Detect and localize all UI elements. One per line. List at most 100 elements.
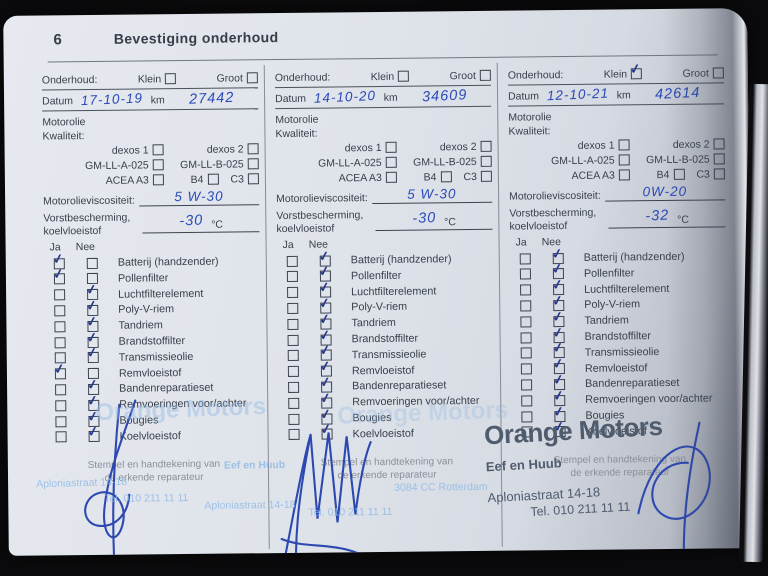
checklist-item-label: Batterij (handzender) — [583, 250, 685, 264]
ja-checkbox — [55, 431, 67, 443]
checkmark-icon: ✓ — [318, 357, 333, 375]
checkmark-icon: ✓ — [318, 389, 333, 407]
checkmark-icon: ✓ — [85, 344, 99, 362]
groot-label: Groot — [449, 69, 476, 82]
gm-b-checkbox — [480, 155, 492, 167]
checkmark-icon: ✓ — [318, 373, 333, 391]
checkmark-icon: ✓ — [317, 263, 332, 280]
gm-a-checkbox — [385, 156, 397, 168]
checkmark-icon: ✓ — [51, 265, 66, 283]
checkmark-icon: ✓ — [51, 250, 65, 267]
acea-label: ACEA A3 — [105, 173, 149, 187]
b4-label: B4 — [423, 170, 437, 184]
ja-checkbox — [519, 268, 531, 280]
checklist-item-label: Koelvloeistof — [352, 427, 414, 441]
dexos2-checkbox — [713, 138, 725, 150]
coolant-row: Vorstbescherming, koelvloeistof -30 °C — [43, 210, 260, 238]
ja-checkbox — [287, 334, 299, 346]
nee-checkbox: ✓ — [552, 419, 566, 438]
checkmark-icon: ✓ — [551, 339, 565, 357]
b4-checkbox — [673, 168, 685, 180]
ja-checkbox — [520, 363, 532, 375]
coolant-label: Vorstbescherming, koelvloeistof — [43, 211, 131, 238]
checkmark-icon: ✓ — [85, 391, 100, 409]
coolant-label: Vorstbescherming, koelvloeistof — [276, 209, 364, 235]
viscosity-row: Motorolieviscositeit: 0W-20 — [509, 183, 726, 203]
viscosity-value: 0W-20 — [642, 183, 688, 200]
checklist-item-label: Poly-V-riem — [118, 303, 175, 317]
gm-a-label: GM-LL-A-025 — [318, 156, 382, 170]
ja-checkbox — [287, 302, 299, 314]
page-title: Bevestiging onderhoud — [113, 29, 279, 47]
motorolie-label: Motorolie — [275, 113, 319, 127]
coolant-temp-value: -30 — [178, 212, 204, 230]
viscosity-row: Motorolieviscositeit: 5 W-30 — [43, 188, 260, 208]
checkmark-icon: ✓ — [550, 292, 565, 309]
gm-b-label: GM-LL-B-025 — [646, 153, 710, 166]
nee-checkbox: ✓ — [85, 344, 99, 364]
ja-checkbox — [55, 384, 67, 396]
checklist-item-label: Transmissieolie — [351, 348, 427, 362]
datum-value: 17-10-19 — [80, 90, 144, 109]
onderhoud-row: Onderhoud: Klein ✓ Groot — [507, 60, 724, 86]
checklist-item-label: Remvoeringen voor/achter — [352, 395, 480, 409]
c3-label: C3 — [463, 170, 477, 183]
ja-checkbox — [288, 429, 300, 441]
checkmark-icon: ✓ — [317, 278, 332, 296]
checklist-item-label: Brandstoffilter — [351, 332, 419, 346]
checklist-item-label: Remvloeistof — [351, 364, 415, 377]
acea-checkbox — [618, 169, 630, 181]
gm-b-checkbox — [713, 153, 725, 165]
viscosity-label: Motorolieviscositeit: — [276, 192, 368, 206]
ja-checkbox — [287, 350, 299, 362]
dexos1-checkbox — [618, 139, 630, 151]
checklist-item-label: Transmissieolie — [118, 350, 194, 364]
b4-checkbox — [207, 173, 219, 185]
ja-checkbox: ✓ — [52, 266, 65, 285]
c3-checkbox — [480, 170, 492, 182]
booklet-page: 6 Bevestiging onderhoud Onderhoud: Klein… — [3, 8, 753, 556]
b4-label: B4 — [190, 173, 204, 186]
ja-checkbox — [55, 415, 67, 427]
service-record-1: Onderhoud: Klein ✓ Groot Datum 17-10-19 … — [40, 65, 269, 556]
stamp-signature-note: Stempel en handtekening van de erkende re… — [320, 455, 454, 482]
dexos1-checkbox — [385, 141, 397, 153]
ja-checkbox — [520, 331, 532, 344]
acea-checkbox — [385, 171, 397, 183]
checklist-item-label: Tandriem — [584, 314, 629, 328]
coolant-row: Vorstbescherming, koelvloeistof -30 °C — [276, 208, 493, 235]
km-label: km — [383, 91, 398, 104]
kwaliteit-label: Kwaliteit: — [275, 127, 318, 141]
onderhoud-label: Onderhoud: — [41, 73, 98, 87]
checklist: ✓ Batterij (handzender) ✓ Pollenfilter ✓ Luch… — [277, 247, 495, 443]
ja-checkbox — [54, 336, 66, 348]
stamp-phone: Tel. 010 211 11 11 — [530, 499, 631, 519]
checklist-item-label: Brandstoffilter — [584, 330, 652, 343]
klein-label: Klein — [603, 67, 628, 81]
datum-label: Datum — [507, 89, 540, 103]
coolant-temp-value: -32 — [644, 207, 670, 226]
celsius-label: °C — [444, 216, 457, 229]
nee-checkbox: ✓ — [86, 423, 100, 443]
checkmark-icon: ✓ — [85, 328, 99, 346]
c3-label: C3 — [230, 172, 244, 186]
checklist-item-label: Batterij (handzender) — [350, 253, 452, 267]
dexos1-label: dexos 1 — [344, 141, 382, 154]
service-record-2: Onderhoud: Klein ✓ Groot Datum 14-10-20 … — [263, 62, 502, 556]
checklist-item-label: Luchtfilterelement — [118, 287, 204, 301]
b4-label: B4 — [656, 168, 670, 181]
ja-checkbox — [286, 255, 298, 267]
stamp-street: Aploniastraat 14-18 — [487, 484, 601, 506]
checkmark-icon: ✓ — [552, 418, 566, 436]
ja-checkbox — [520, 300, 532, 312]
checkmark-icon: ✓ — [551, 386, 566, 404]
checklist-item-label: Koelvloeistof — [585, 425, 647, 438]
checkmark-icon: ✓ — [319, 405, 333, 422]
checkmark-icon: ✓ — [552, 402, 566, 420]
viscosity-value: 5 W-30 — [174, 188, 224, 205]
datum-value: 12-10-21 — [546, 85, 610, 104]
checkmark-icon: ✓ — [318, 310, 332, 328]
acea-checkbox — [152, 174, 164, 186]
ja-checkbox — [519, 252, 531, 265]
ja-checkbox — [54, 305, 66, 317]
